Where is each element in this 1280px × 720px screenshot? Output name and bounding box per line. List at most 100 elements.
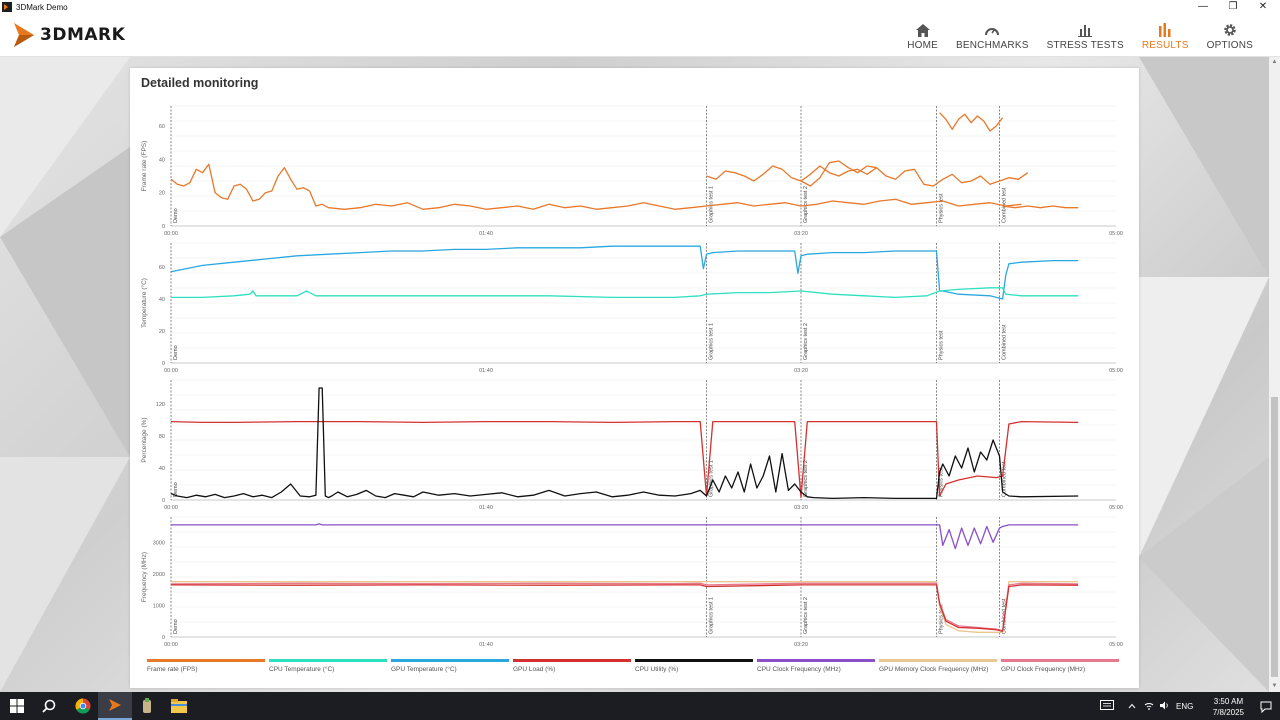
y-tick-label: 0 (162, 224, 165, 230)
y-tick-label: 0 (162, 361, 165, 367)
nav-benchmarks[interactable]: BENCHMARKS (947, 14, 1038, 57)
close-button[interactable]: ✕ (1258, 1, 1268, 12)
card-title: Detailed monitoring (141, 76, 259, 90)
nav-home-label: HOME (907, 40, 938, 51)
section-label: Demo (173, 208, 179, 223)
gauge-icon (985, 21, 1000, 37)
app-icon[interactable] (130, 692, 164, 720)
legend-item[interactable]: CPU Utility (%) (635, 659, 757, 673)
x-tick-label: 00:00 (164, 231, 178, 237)
series-line (171, 581, 1079, 633)
nav-options[interactable]: OPTIONS (1198, 14, 1262, 57)
series-line (170, 245, 1079, 300)
series-line (170, 163, 1022, 210)
nav-options-label: OPTIONS (1206, 40, 1253, 51)
y-tick-label: 0 (162, 635, 165, 641)
legend-swatch (757, 659, 875, 662)
legend-item[interactable]: GPU Temperature (°C) (391, 659, 513, 673)
section-label: Graphics test 2 (803, 460, 809, 497)
action-center-icon[interactable] (1260, 700, 1272, 718)
series-line (939, 112, 1004, 132)
section-label: Physics test (938, 193, 944, 223)
notification-icon[interactable] (1100, 700, 1114, 712)
nav-results[interactable]: RESULTS (1133, 14, 1198, 57)
window-title: 3DMark Demo (16, 2, 68, 12)
nav-stress-tests[interactable]: STRESS TESTS (1038, 14, 1133, 57)
legend-label: CPU Clock Frequency (MHz) (757, 666, 841, 673)
scroll-thumb[interactable] (1271, 397, 1278, 677)
legend-item[interactable]: GPU Memory Clock Frequency (MHz) (879, 659, 1001, 673)
3dmark-app-icon (2, 2, 12, 12)
restore-button[interactable]: ❐ (1228, 1, 1238, 12)
legend-item[interactable]: CPU Temperature (°C) (269, 659, 391, 673)
section-label: Demo (173, 619, 179, 634)
y-tick-label: 20 (159, 191, 165, 197)
section-label: Graphics test 2 (803, 186, 809, 223)
logo-chevron-icon (14, 23, 34, 47)
series-line (706, 165, 877, 182)
windows-start-icon[interactable] (0, 692, 34, 720)
section-label: Demo (173, 482, 179, 497)
3dmark-taskbar-icon[interactable] (98, 692, 132, 720)
x-tick-label: 03:20 (794, 368, 808, 374)
x-tick-label: 03:20 (794, 642, 808, 648)
section-label: Physics test (938, 604, 944, 634)
home-icon (915, 21, 930, 37)
language-indicator[interactable]: ENG (1176, 701, 1194, 711)
legend-label: CPU Temperature (°C) (269, 666, 335, 673)
main-nav: HOME BENCHMARKS STRESS TESTS RESULTS OPT… (898, 14, 1262, 57)
y-tick-label: 80 (159, 434, 165, 440)
legend-label: Frame rate (FPS) (147, 666, 198, 673)
legend-item[interactable]: Frame rate (FPS) (147, 659, 269, 673)
chrome-icon[interactable] (66, 692, 100, 720)
legend-item[interactable]: GPU Clock Frequency (MHz) (1001, 659, 1123, 673)
legend-label: GPU Clock Frequency (MHz) (1001, 666, 1086, 673)
legend-item[interactable]: CPU Clock Frequency (MHz) (757, 659, 879, 673)
page-scrollbar[interactable]: ▲ ▼ (1269, 57, 1280, 692)
windows-taskbar: ENG 3:50 AM 7/8/2025 (0, 692, 1280, 720)
chart-panel: 0 40 80 120 Percentage (%) 00:00 01:40 03:20 05:… (141, 379, 1123, 511)
legend-item[interactable]: GPU Load (%) (513, 659, 635, 673)
chart-panel: 0 20 40 60 Frame rate (FPS) 00:00 01:40 03:20 05… (141, 105, 1123, 237)
legend-label: GPU Temperature (°C) (391, 666, 457, 673)
detailed-monitoring-card: Detailed monitoring 0 20 40 60 Frame rate (F… (130, 68, 1139, 688)
legend-label: CPU Utility (%) (635, 666, 679, 673)
file-explorer-icon[interactable] (162, 692, 196, 720)
y-tick-label: 40 (159, 157, 165, 163)
section-label: Graphics test 1 (709, 597, 715, 634)
legend-swatch (635, 659, 753, 662)
gear-icon (1223, 21, 1237, 37)
x-tick-label: 03:20 (794, 231, 808, 237)
x-tick-label: 01:40 (479, 505, 493, 511)
y-axis-label: Temperature (°C) (140, 278, 148, 328)
series-line (1002, 205, 1079, 209)
system-tray: ENG (1100, 692, 1193, 720)
section-label: Demo (173, 345, 179, 360)
series-line (170, 387, 1079, 500)
x-tick-label: 00:00 (164, 368, 178, 374)
scroll-up-arrow-icon[interactable]: ▲ (1271, 59, 1278, 65)
section-label: Combined test (1001, 324, 1007, 360)
taskbar-clock[interactable]: 3:50 AM 7/8/2025 (1213, 696, 1244, 718)
scroll-down-arrow-icon[interactable]: ▼ (1271, 683, 1278, 689)
chevron-up-icon[interactable] (1128, 702, 1136, 711)
background-polygons (0, 57, 1269, 692)
3dmark-logo[interactable]: 3DMARK (12, 20, 125, 50)
nav-home[interactable]: HOME (898, 14, 947, 57)
wifi-icon[interactable] (1144, 701, 1154, 712)
volume-icon[interactable] (1160, 701, 1170, 712)
legend-swatch (1001, 659, 1119, 662)
x-tick-label: 05:00 (1109, 368, 1123, 374)
search-icon[interactable] (32, 692, 66, 720)
x-tick-label: 05:00 (1109, 642, 1123, 648)
section-label: Graphics test 2 (803, 597, 809, 634)
x-tick-label: 01:40 (479, 231, 493, 237)
x-tick-label: 05:00 (1109, 505, 1123, 511)
legend-label: GPU Load (%) (513, 666, 556, 673)
section-label: Graphics test 1 (709, 323, 715, 360)
logo-text: 3DMARK (40, 25, 126, 45)
series-line (800, 160, 1029, 187)
clock-date: 7/8/2025 (1212, 708, 1244, 717)
minimize-button[interactable]: — (1198, 1, 1208, 12)
app-header: 3DMARK HOME BENCHMARKS STRESS TESTS RESU… (0, 14, 1280, 57)
